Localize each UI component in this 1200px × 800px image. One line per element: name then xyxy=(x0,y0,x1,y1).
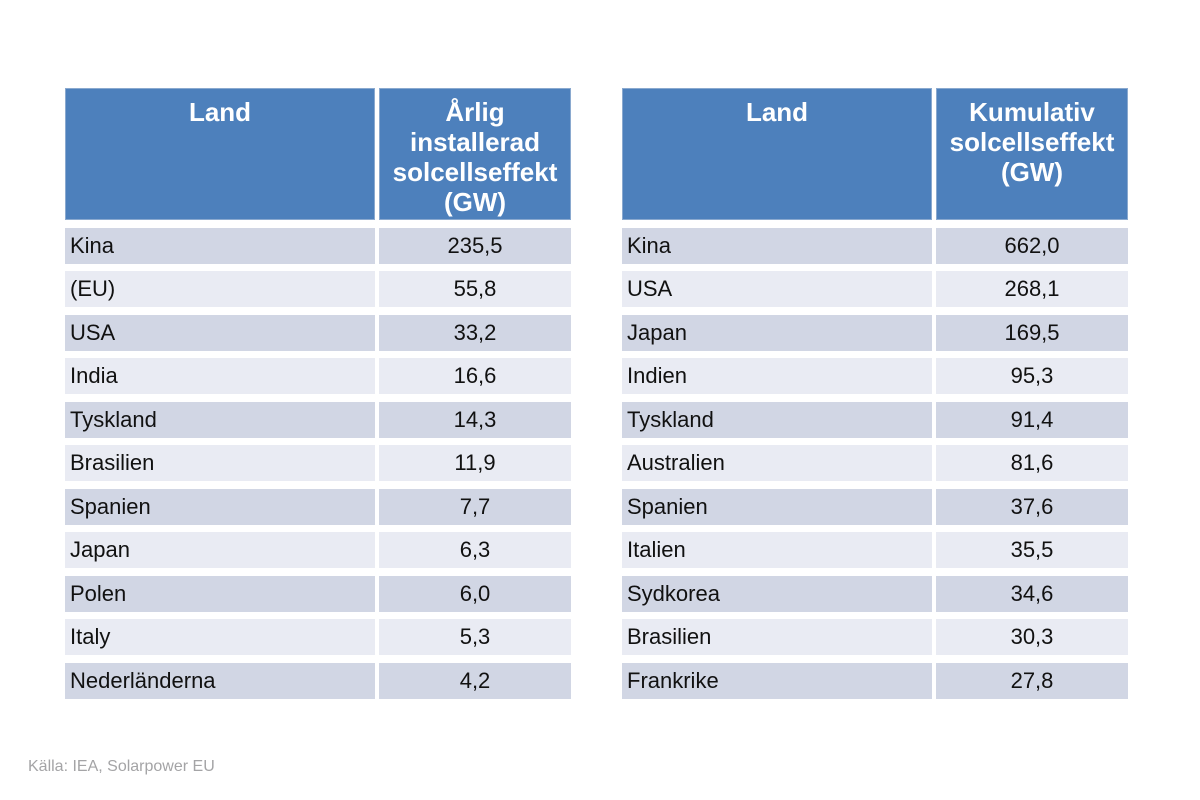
annual-table-header-value: Årlig installerad solcellseffekt (GW) xyxy=(379,88,571,220)
value-cell: 235,5 xyxy=(379,227,571,264)
country-cell: Tyskland xyxy=(622,401,932,438)
value-cell: 6,0 xyxy=(379,575,571,612)
cumulative-table-header-land: Land xyxy=(622,88,932,220)
country-cell: Italien xyxy=(622,532,932,568)
country-cell: Spanien xyxy=(622,488,932,525)
value-cell: 95,3 xyxy=(936,358,1128,394)
country-cell: Tyskland xyxy=(65,401,375,438)
value-cell: 81,6 xyxy=(936,445,1128,481)
source-note: Källa: IEA, Solarpower EU xyxy=(28,758,215,775)
country-cell: Italy xyxy=(65,619,375,655)
value-cell: 14,3 xyxy=(379,401,571,438)
country-cell: Spanien xyxy=(65,488,375,525)
country-cell: Nederländerna xyxy=(65,662,375,699)
country-cell: Indien xyxy=(622,358,932,394)
value-cell: 6,3 xyxy=(379,532,571,568)
value-cell: 37,6 xyxy=(936,488,1128,525)
country-cell: Kina xyxy=(65,227,375,264)
country-cell: USA xyxy=(65,314,375,351)
country-cell: Polen xyxy=(65,575,375,612)
country-cell: Brasilien xyxy=(622,619,932,655)
cumulative-table: Land Kumulativ solcellseffekt (GW) Kina 6… xyxy=(622,88,1128,699)
value-cell: 7,7 xyxy=(379,488,571,525)
value-cell: 268,1 xyxy=(936,271,1128,307)
value-cell: 35,5 xyxy=(936,532,1128,568)
value-cell: 34,6 xyxy=(936,575,1128,612)
value-cell: 16,6 xyxy=(379,358,571,394)
cumulative-table-header-value: Kumulativ solcellseffekt (GW) xyxy=(936,88,1128,220)
country-cell: Sydkorea xyxy=(622,575,932,612)
value-cell: 5,3 xyxy=(379,619,571,655)
annual-table-header-land: Land xyxy=(65,88,375,220)
value-cell: 11,9 xyxy=(379,445,571,481)
country-cell: Japan xyxy=(65,532,375,568)
value-cell: 169,5 xyxy=(936,314,1128,351)
country-cell: (EU) xyxy=(65,271,375,307)
value-cell: 30,3 xyxy=(936,619,1128,655)
country-cell: Brasilien xyxy=(65,445,375,481)
country-cell: Frankrike xyxy=(622,662,932,699)
country-cell: India xyxy=(65,358,375,394)
country-cell: Australien xyxy=(622,445,932,481)
country-cell: USA xyxy=(622,271,932,307)
country-cell: Japan xyxy=(622,314,932,351)
value-cell: 33,2 xyxy=(379,314,571,351)
value-cell: 27,8 xyxy=(936,662,1128,699)
value-cell: 4,2 xyxy=(379,662,571,699)
country-cell: Kina xyxy=(622,227,932,264)
value-cell: 55,8 xyxy=(379,271,571,307)
annual-installed-table: Land Årlig installerad solcellseffekt (G… xyxy=(65,88,571,699)
value-cell: 662,0 xyxy=(936,227,1128,264)
value-cell: 91,4 xyxy=(936,401,1128,438)
